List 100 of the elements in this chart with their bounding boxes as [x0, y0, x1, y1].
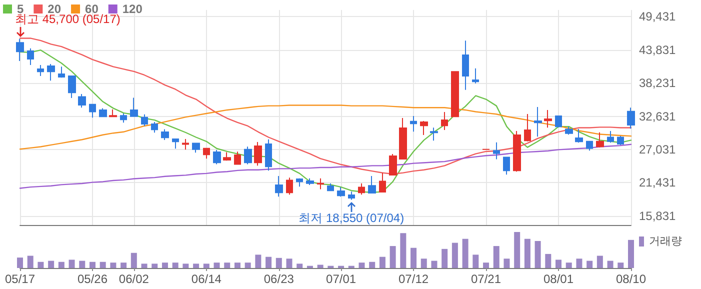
- y-tick-label: 21,431: [639, 176, 676, 190]
- candlestick: [109, 108, 117, 118]
- bar: [203, 264, 210, 268]
- bar: [234, 262, 240, 268]
- bar: [462, 238, 468, 268]
- annotation: 최저 18,550 (07/04): [298, 210, 404, 225]
- candlestick: [441, 111, 448, 131]
- bar: [410, 248, 417, 268]
- candlestick: [16, 38, 24, 62]
- bar: [566, 262, 572, 268]
- candlestick: [68, 75, 76, 98]
- candlestick: [317, 178, 324, 190]
- candlestick: [607, 130, 614, 144]
- bar: [244, 262, 251, 268]
- candlestick: [223, 152, 231, 162]
- legend-label: 거래량: [649, 236, 682, 248]
- candlestick: [472, 68, 479, 84]
- bar: [596, 256, 603, 268]
- bar: [369, 262, 376, 268]
- y-tick-label: 32,631: [639, 109, 676, 124]
- y-tick-label: 15,831: [639, 208, 676, 223]
- bar: [182, 264, 189, 268]
- bar: [452, 242, 458, 268]
- candlestick: [234, 151, 241, 165]
- candlestick: [27, 48, 34, 66]
- candlestick: [503, 156, 510, 176]
- bar: [141, 264, 148, 268]
- candlestick: [296, 178, 303, 188]
- line-series: [19, 38, 632, 175]
- bar: [17, 258, 23, 268]
- bar: [628, 240, 634, 268]
- bar: [431, 260, 438, 268]
- candlestick: [151, 122, 158, 134]
- legend-label: 120: [122, 2, 143, 16]
- bar: [576, 258, 582, 268]
- bar: [68, 260, 75, 268]
- bar: [224, 262, 230, 268]
- candlestick: [306, 178, 314, 186]
- bar: [514, 232, 520, 268]
- bar: [266, 256, 272, 268]
- candlestick: [47, 64, 55, 82]
- candlestick: [120, 112, 127, 124]
- candlestick: [203, 148, 210, 160]
- bar: [607, 260, 614, 268]
- bar: [504, 258, 510, 268]
- candlestick: [451, 71, 459, 118]
- bar: [296, 264, 303, 268]
- candlestick: [565, 126, 573, 136]
- candlestick: [399, 117, 407, 160]
- bar: [152, 264, 158, 268]
- candlestick: [78, 94, 86, 108]
- candlestick: [58, 66, 65, 78]
- candlestick: [37, 64, 44, 76]
- line-series: [19, 144, 632, 189]
- candlestick: [358, 182, 365, 196]
- bar: [442, 248, 448, 268]
- candlestick: [586, 140, 593, 152]
- candlestick: [555, 116, 562, 128]
- bar: [618, 262, 624, 268]
- x-tick-label: 05/17: [4, 272, 36, 286]
- bar: [472, 254, 479, 268]
- x-tick-label: 07/21: [471, 272, 502, 286]
- bar: [379, 256, 386, 268]
- candlestick: [99, 108, 107, 118]
- candlestick: [244, 146, 252, 165]
- y-tick-label: 38,231: [639, 76, 676, 90]
- bar: [358, 262, 365, 268]
- candlestick: [275, 175, 283, 198]
- bar: [130, 252, 137, 268]
- y-tick-label: 43,831: [639, 42, 676, 57]
- candlestick: [265, 138, 272, 172]
- candlestick: [534, 106, 542, 138]
- line-series: [19, 104, 632, 150]
- bar: [162, 262, 168, 268]
- bar: [27, 256, 34, 268]
- candlestick: [327, 182, 334, 192]
- bar: [255, 254, 262, 268]
- bar: [524, 238, 530, 268]
- bar: [110, 262, 116, 268]
- bar: [420, 258, 427, 268]
- candlestick: [596, 132, 604, 148]
- bar: [58, 262, 64, 268]
- bar: [89, 262, 96, 268]
- y-tick-label: 49,431: [639, 10, 676, 24]
- candlestick: [430, 127, 438, 142]
- bar: [286, 258, 292, 268]
- candlestick: [130, 97, 138, 117]
- candlestick: [161, 128, 169, 140]
- candlestick: [286, 177, 293, 196]
- candlestick: [389, 153, 397, 176]
- candlestick: [213, 149, 221, 165]
- candlestick: [368, 175, 376, 194]
- bar: [48, 260, 54, 268]
- candlestick: [172, 138, 179, 150]
- candlestick: [182, 138, 189, 150]
- bar: [400, 233, 406, 268]
- bar: [534, 241, 541, 268]
- bar: [79, 260, 86, 268]
- candlestick: [627, 107, 635, 130]
- candlestick: [513, 130, 521, 172]
